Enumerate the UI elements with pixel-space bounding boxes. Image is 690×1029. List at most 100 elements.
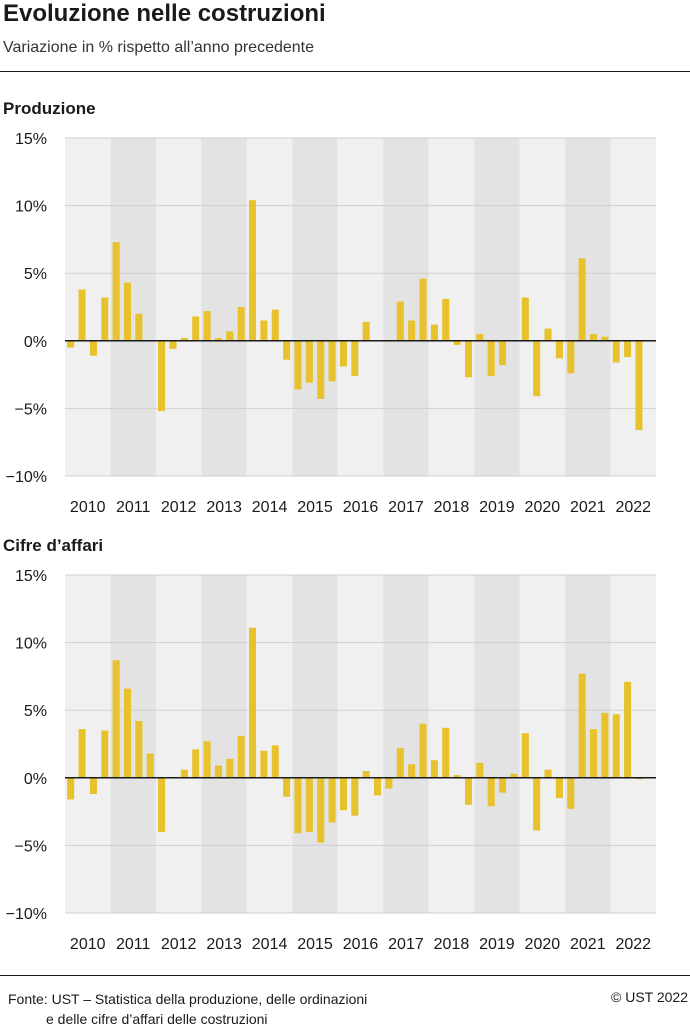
year-band: [337, 138, 384, 476]
bar: [544, 769, 552, 778]
bar: [476, 762, 484, 778]
bar: [135, 313, 143, 341]
x-tick-label: 2022: [615, 499, 651, 516]
header-divider: [0, 71, 690, 72]
bar: [624, 681, 632, 778]
x-tick-label: 2011: [116, 499, 151, 516]
bar: [419, 278, 427, 341]
bar: [214, 765, 222, 778]
bar: [192, 316, 200, 341]
bar: [578, 258, 586, 341]
bar: [203, 741, 211, 778]
y-tick-label: 0%: [24, 334, 47, 351]
bar: [589, 334, 598, 341]
bar: [362, 771, 370, 778]
x-tick-label: 2017: [388, 499, 424, 516]
source-note: Fonte: UST – Statistica della produzione…: [8, 989, 367, 1029]
bar: [237, 735, 245, 778]
x-tick-label: 2020: [525, 499, 561, 516]
bar: [487, 777, 495, 807]
bar: [317, 340, 325, 399]
bar: [294, 777, 302, 834]
bar: [533, 777, 541, 831]
bar: [464, 340, 472, 378]
bar: [192, 749, 200, 778]
year-band: [155, 575, 202, 913]
x-tick-label: 2014: [252, 499, 288, 516]
source-line-2: e delle cifre d’affari delle costruzioni: [46, 1011, 268, 1027]
bar: [635, 340, 643, 431]
x-tick-label: 2015: [297, 936, 333, 953]
bar: [374, 777, 382, 796]
bar: [396, 301, 404, 341]
bar: [271, 745, 279, 778]
bar: [612, 340, 620, 363]
bar: [521, 733, 529, 778]
chart-cifre-affari: Cifre d’affari −10% −5% 0% 5% 10% 15% 2010 2011…: [0, 531, 690, 961]
y-tick-label: 10%: [15, 636, 47, 653]
bar: [158, 777, 166, 832]
bar: [101, 730, 109, 778]
bar: [89, 777, 97, 795]
year-band: [292, 575, 338, 913]
x-tick-label: 2016: [343, 499, 379, 516]
bar: [510, 773, 518, 778]
bar: [476, 334, 484, 341]
bar: [453, 340, 461, 345]
bar: [521, 297, 529, 341]
chart-svg-cifre-affari: −10% −5% 0% 5% 10% 15% 2010 2011 2012 2013 2014 201…: [6, 568, 656, 953]
bar: [226, 758, 234, 778]
bar: [226, 331, 234, 341]
x-tick-label: 2012: [161, 499, 197, 516]
year-band: [292, 138, 338, 476]
x-tick-label: 2021: [570, 936, 606, 953]
bar: [589, 729, 598, 778]
chart-produzione: Produzione −10% −5% 0% 5% 10% 15% 2010 2011 2012…: [0, 94, 690, 524]
bar: [396, 748, 404, 778]
bar: [158, 340, 166, 412]
y-tick-label: −5%: [15, 838, 47, 855]
bar: [339, 777, 347, 811]
x-tick-label: 2013: [206, 936, 242, 953]
x-tick-label: 2020: [525, 936, 561, 953]
bar: [499, 340, 507, 366]
year-band: [474, 575, 520, 913]
x-tick-label: 2011: [116, 936, 151, 953]
bar: [112, 660, 120, 778]
bar: [351, 340, 359, 376]
x-tick-label: 2021: [570, 499, 606, 516]
y-tick-label: 15%: [15, 131, 47, 148]
bar: [499, 777, 507, 793]
x-tick-label: 2012: [161, 936, 197, 953]
chart-svg-produzione: −10% −5% 0% 5% 10% 15% 2010 2011 2012 2013 2014 201…: [6, 131, 656, 516]
bar: [430, 760, 438, 778]
bar: [146, 753, 154, 778]
bar: [624, 340, 632, 358]
year-band: [428, 138, 475, 476]
x-tick-label: 2016: [343, 936, 379, 953]
bar: [442, 298, 450, 341]
bar: [123, 688, 132, 778]
x-tick-label: 2010: [70, 499, 106, 516]
year-band: [155, 138, 202, 476]
bar: [408, 320, 416, 341]
bar: [328, 340, 336, 382]
bar: [305, 340, 313, 383]
y-tick-label: 15%: [15, 568, 47, 585]
year-band: [337, 575, 384, 913]
page-subtitle: Variazione in % rispetto all’anno preced…: [3, 39, 315, 56]
y-tick-label: −5%: [15, 401, 47, 418]
bar: [533, 340, 541, 397]
y-tick-label: 5%: [24, 266, 47, 283]
x-tick-label: 2013: [206, 499, 242, 516]
bar: [567, 340, 575, 374]
bar: [180, 769, 188, 778]
bar: [101, 297, 109, 341]
bar: [612, 714, 620, 778]
year-band: [610, 138, 656, 476]
bar: [169, 340, 177, 349]
bar: [123, 282, 132, 341]
bar: [249, 200, 257, 341]
bar: [294, 340, 302, 390]
y-tick-label: −10%: [6, 469, 47, 486]
